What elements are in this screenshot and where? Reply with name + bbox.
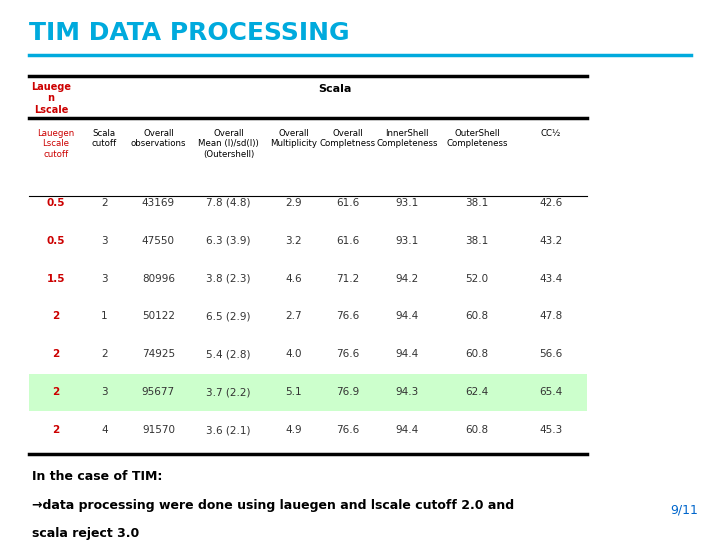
Text: 3: 3 (101, 387, 108, 397)
Text: 61.6: 61.6 (336, 235, 359, 246)
Text: 76.6: 76.6 (336, 425, 359, 435)
Text: Scala: Scala (318, 84, 351, 94)
Text: 47.8: 47.8 (539, 312, 562, 321)
Text: 76.9: 76.9 (336, 387, 359, 397)
Bar (29, 374, 587, 410)
Text: 1: 1 (101, 312, 108, 321)
Text: 43.2: 43.2 (539, 235, 562, 246)
Text: 93.1: 93.1 (395, 198, 418, 208)
Text: 42.6: 42.6 (539, 198, 562, 208)
Text: CC½: CC½ (541, 129, 561, 138)
Text: 3.7 (2.2): 3.7 (2.2) (207, 387, 251, 397)
Text: 3.8 (2.3): 3.8 (2.3) (207, 274, 251, 284)
Text: 50122: 50122 (142, 312, 175, 321)
Text: 47550: 47550 (142, 235, 175, 246)
Text: 2: 2 (52, 312, 60, 321)
Text: 60.8: 60.8 (465, 425, 489, 435)
Text: 65.4: 65.4 (539, 387, 562, 397)
Text: 5.4 (2.8): 5.4 (2.8) (207, 349, 251, 360)
Text: TIM DATA PROCESSING: TIM DATA PROCESSING (29, 21, 349, 45)
Text: In the case of TIM:: In the case of TIM: (32, 470, 163, 483)
Text: Lauegen
Lscale
cutoff: Lauegen Lscale cutoff (37, 129, 74, 159)
Text: 60.8: 60.8 (465, 312, 489, 321)
Text: 4.6: 4.6 (285, 274, 302, 284)
Text: 43.4: 43.4 (539, 274, 562, 284)
Text: 4: 4 (101, 425, 108, 435)
Text: 4.0: 4.0 (285, 349, 302, 360)
Text: 2.7: 2.7 (285, 312, 302, 321)
Text: 3.2: 3.2 (285, 235, 302, 246)
Text: InnerShell
Completeness: InnerShell Completeness (376, 129, 438, 149)
Text: 0.5: 0.5 (47, 235, 65, 246)
Text: 6.5 (2.9): 6.5 (2.9) (207, 312, 251, 321)
Text: 94.4: 94.4 (395, 425, 418, 435)
Text: 38.1: 38.1 (465, 235, 489, 246)
Text: Overall
observations: Overall observations (130, 129, 186, 149)
Text: 91570: 91570 (142, 425, 175, 435)
Text: 93.1: 93.1 (395, 235, 418, 246)
Text: 3: 3 (101, 274, 108, 284)
Text: 6.3 (3.9): 6.3 (3.9) (207, 235, 251, 246)
Text: 9/11: 9/11 (670, 503, 698, 516)
Text: 94.3: 94.3 (395, 387, 418, 397)
Text: 3.6 (2.1): 3.6 (2.1) (207, 425, 251, 435)
Text: 2.9: 2.9 (285, 198, 302, 208)
Text: 2: 2 (101, 349, 108, 360)
Text: 1.5: 1.5 (47, 274, 65, 284)
Text: 94.4: 94.4 (395, 312, 418, 321)
Text: 74925: 74925 (142, 349, 175, 360)
Text: OuterShell
Completeness: OuterShell Completeness (446, 129, 508, 149)
Text: 76.6: 76.6 (336, 312, 359, 321)
Text: 3: 3 (101, 235, 108, 246)
Text: 94.2: 94.2 (395, 274, 418, 284)
Text: scala reject 3.0: scala reject 3.0 (32, 527, 140, 540)
Text: 71.2: 71.2 (336, 274, 359, 284)
Text: →data processing were done using lauegen and lscale cutoff 2.0 and: →data processing were done using lauegen… (32, 499, 515, 512)
Text: 0.5: 0.5 (47, 198, 65, 208)
Text: 45.3: 45.3 (539, 425, 562, 435)
Text: 52.0: 52.0 (465, 274, 489, 284)
Text: Overall
Multiplicity: Overall Multiplicity (270, 129, 317, 149)
Text: Overall
Mean (I)/sd(I))
(Outershell): Overall Mean (I)/sd(I)) (Outershell) (198, 129, 259, 159)
Text: Overall
Completness: Overall Completness (320, 129, 375, 149)
Text: 4.9: 4.9 (285, 425, 302, 435)
Text: 2: 2 (52, 387, 60, 397)
Text: 80996: 80996 (142, 274, 175, 284)
Text: 62.4: 62.4 (465, 387, 489, 397)
Text: 2: 2 (52, 425, 60, 435)
Text: Lauege
n
Lscale: Lauege n Lscale (31, 82, 71, 115)
Text: 7.8 (4.8): 7.8 (4.8) (207, 198, 251, 208)
Text: 76.6: 76.6 (336, 349, 359, 360)
Text: 2: 2 (52, 349, 60, 360)
Text: 56.6: 56.6 (539, 349, 562, 360)
Text: 43169: 43169 (142, 198, 175, 208)
Text: 94.4: 94.4 (395, 349, 418, 360)
Text: 60.8: 60.8 (465, 349, 489, 360)
Text: 2: 2 (101, 198, 108, 208)
Text: Scala
cutoff: Scala cutoff (92, 129, 117, 149)
Text: 95677: 95677 (142, 387, 175, 397)
Text: 61.6: 61.6 (336, 198, 359, 208)
Text: 38.1: 38.1 (465, 198, 489, 208)
Text: 5.1: 5.1 (285, 387, 302, 397)
